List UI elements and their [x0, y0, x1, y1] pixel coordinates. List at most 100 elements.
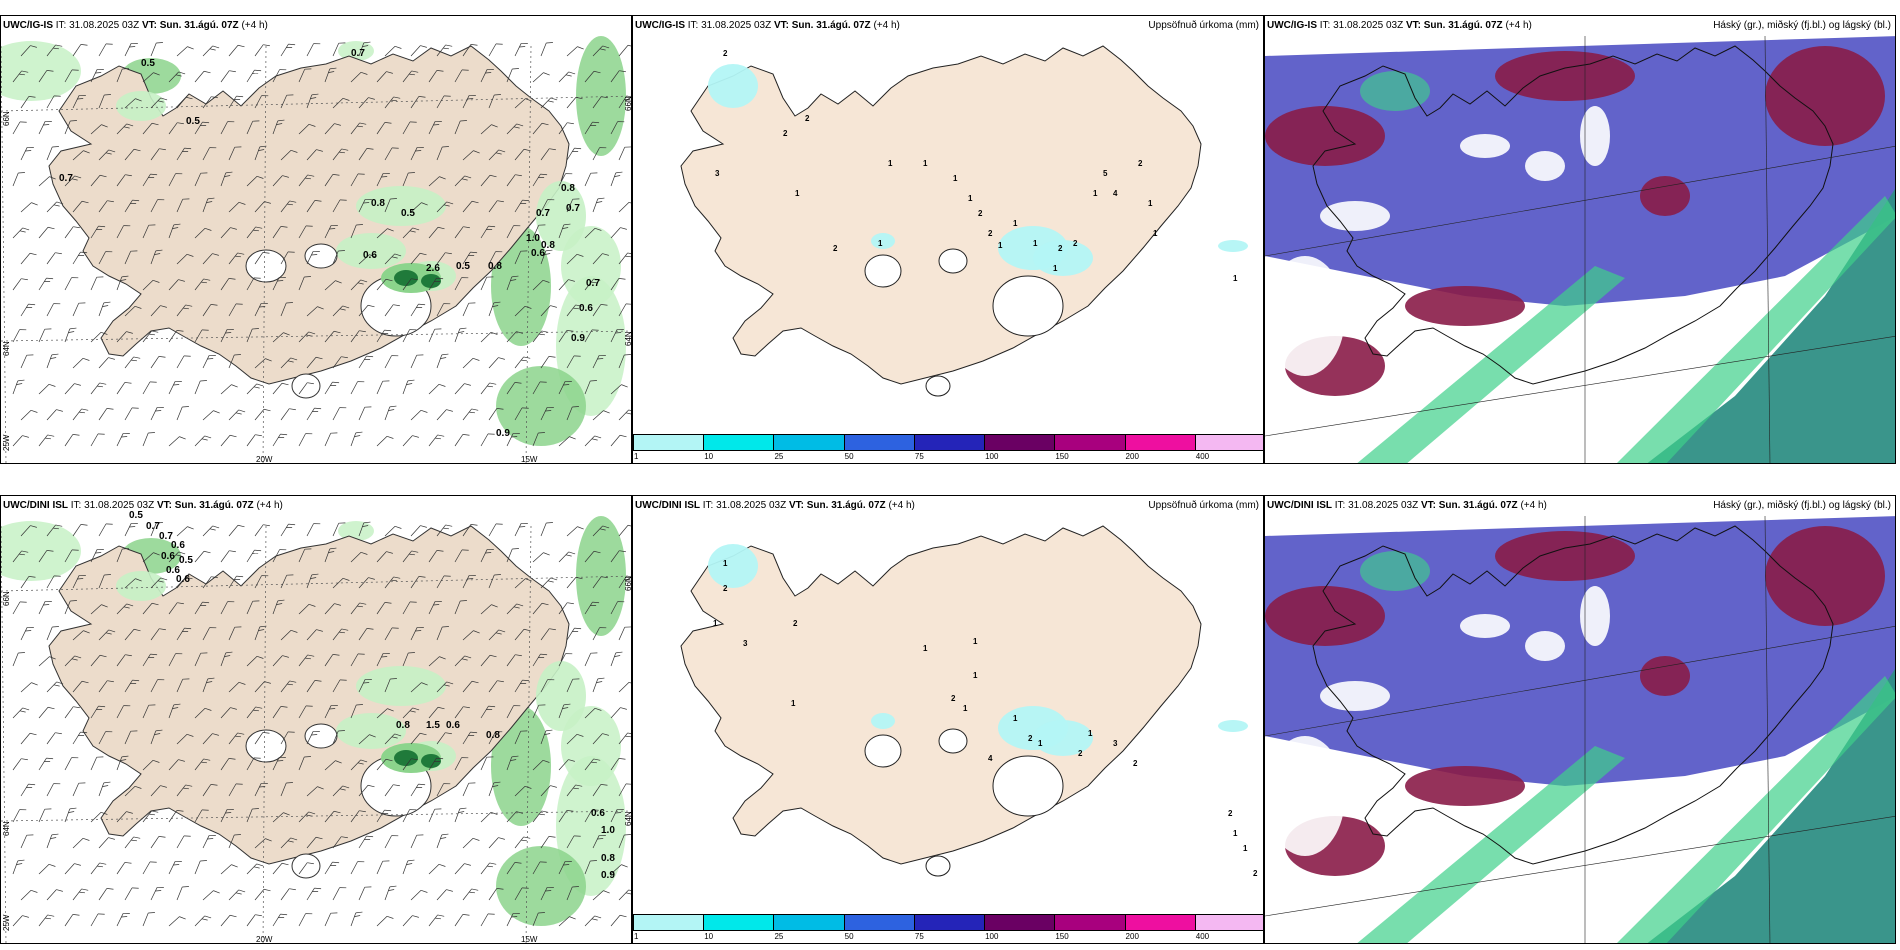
barb-staff	[202, 733, 213, 745]
barb-staff	[376, 381, 384, 395]
barb-staff	[72, 150, 84, 161]
barb-staff	[12, 380, 19, 395]
barb-flag	[81, 200, 89, 204]
precip-value-label: 1	[963, 704, 968, 713]
barb-flag	[512, 548, 519, 550]
barb-flag	[486, 229, 493, 230]
barb-staff	[402, 380, 409, 395]
barb-flag	[229, 434, 237, 438]
wind-barb	[20, 45, 37, 57]
barb-staff	[324, 123, 335, 135]
barb-staff	[384, 733, 395, 745]
barb-flag	[573, 355, 581, 357]
barb-staff	[142, 225, 150, 239]
barb-flag	[624, 354, 631, 356]
vt-label: VT:	[156, 500, 172, 511]
barb-flag	[74, 863, 81, 866]
wind-barb	[454, 327, 467, 343]
barb-flag	[203, 550, 211, 554]
wind-barb	[532, 602, 549, 615]
barb-flag	[496, 888, 504, 890]
wind-barb	[72, 408, 89, 421]
barb-flag	[409, 73, 415, 76]
barb-staff	[64, 434, 74, 447]
barb-staff	[462, 408, 472, 421]
barb-staff	[254, 626, 261, 641]
wind-barb	[90, 225, 106, 239]
barb-flag	[227, 121, 235, 123]
wind-barb	[272, 175, 289, 187]
wind-barb	[38, 757, 54, 771]
barb-flag	[156, 42, 163, 44]
precip-value-label: 0.6	[166, 565, 180, 576]
barb-staff	[402, 652, 409, 667]
wind-barb	[358, 835, 374, 849]
barb-staff	[618, 525, 629, 537]
barb-flag	[27, 147, 34, 148]
barb-staff	[618, 627, 626, 641]
wind-barb	[38, 914, 55, 927]
wind-barb	[246, 175, 264, 187]
wind-barb	[462, 200, 479, 213]
barb-flag	[619, 70, 626, 73]
barb-staff	[618, 354, 625, 369]
barb-flag	[614, 655, 621, 657]
barb-staff	[454, 175, 465, 187]
wind-barb	[428, 808, 442, 823]
barb-flag	[157, 580, 164, 583]
barb-staff	[98, 94, 105, 109]
barb-staff	[376, 228, 388, 239]
wind-barb	[454, 434, 470, 447]
barb-staff	[306, 43, 314, 57]
barb-flag	[393, 784, 400, 787]
model-name: UWC/IG-IS	[1267, 20, 1317, 31]
barb-flag	[406, 383, 413, 385]
barb-flag	[463, 226, 470, 229]
barb-staff	[584, 653, 592, 667]
barb-staff	[506, 913, 514, 927]
wind-barb	[272, 549, 287, 563]
wind-barb	[90, 382, 107, 395]
barb-flag	[18, 172, 25, 174]
lat-label: 64N	[624, 811, 632, 826]
barb-staff	[306, 574, 313, 589]
barb-staff	[402, 70, 412, 83]
it-label: IT:	[702, 500, 714, 511]
barb-flag	[471, 200, 479, 204]
wind-barb	[46, 889, 63, 901]
barb-flag	[68, 331, 75, 333]
barb-flag	[229, 914, 237, 918]
barb-staff	[566, 886, 573, 901]
colorbar-tick-label: 25	[774, 452, 784, 461]
wind-barb	[428, 70, 444, 83]
barb-staff	[298, 549, 306, 563]
barb-flag	[382, 860, 390, 862]
wind-barb	[488, 837, 505, 849]
precip-value-label: 2	[1228, 809, 1233, 818]
wind-barb	[298, 603, 316, 615]
barb-flag	[489, 382, 497, 385]
barb-flag	[549, 148, 556, 151]
barb-flag	[225, 812, 232, 814]
wind-barb	[220, 227, 237, 239]
barb-staff	[298, 913, 306, 927]
it-label: IT:	[1334, 500, 1346, 511]
barb-staff	[142, 861, 151, 875]
barb-staff	[20, 783, 29, 797]
barb-flag	[47, 914, 55, 917]
barb-staff	[228, 354, 235, 369]
wind-barb	[64, 277, 79, 291]
wind-barb	[150, 836, 166, 849]
barb-flag	[439, 656, 446, 660]
barb-flag	[45, 601, 52, 602]
barb-flag	[468, 735, 475, 736]
barb-flag	[238, 889, 246, 893]
wind-barb	[558, 122, 574, 135]
barb-flag	[443, 204, 450, 207]
barb-staff	[506, 68, 513, 83]
wind-barb	[298, 225, 313, 239]
barb-staff	[124, 679, 133, 693]
barb-staff	[38, 176, 50, 187]
barb-flag	[620, 227, 627, 230]
wind-barb	[384, 405, 397, 421]
